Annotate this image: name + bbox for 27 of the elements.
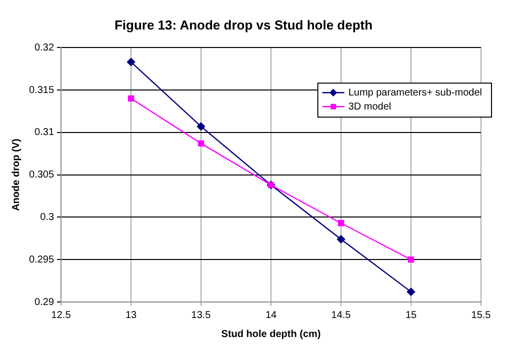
- y-tick-label: 0.31: [34, 127, 54, 138]
- y-tick-label: 0.305: [28, 170, 54, 181]
- chart-title: Figure 13: Anode drop vs Stud hole depth: [114, 17, 373, 32]
- point: [338, 220, 344, 226]
- x-tick-label: 14: [265, 310, 278, 321]
- x-tick-label: 13: [125, 310, 138, 321]
- point: [128, 95, 134, 102]
- legend-label: 3D model: [348, 101, 392, 112]
- y-tick-label: 0.32: [34, 42, 54, 54]
- x-tick-label: 15.5: [471, 310, 492, 321]
- point: [196, 122, 206, 131]
- legend-label: Lump parameters+ sub-model: [348, 87, 482, 98]
- point: [198, 140, 204, 146]
- x-tick-label: 12.5: [51, 310, 72, 321]
- y-tick-label: 0.29: [34, 296, 54, 308]
- y-tick-label: 0.295: [28, 254, 54, 266]
- point: [336, 235, 346, 244]
- point: [126, 58, 136, 66]
- x-tick-label: 15: [405, 310, 418, 321]
- point: [408, 256, 414, 263]
- x-tick-label: 13.5: [191, 310, 212, 321]
- y-axis-title: Anode drop (V): [10, 138, 22, 211]
- y-tick-label: 0.315: [28, 84, 54, 96]
- x-tick-label: 14.5: [331, 310, 352, 321]
- y-tick-label: 0.3: [40, 212, 54, 223]
- point: [406, 288, 416, 296]
- x-axis-title: Stud hole depth (cm): [221, 328, 321, 340]
